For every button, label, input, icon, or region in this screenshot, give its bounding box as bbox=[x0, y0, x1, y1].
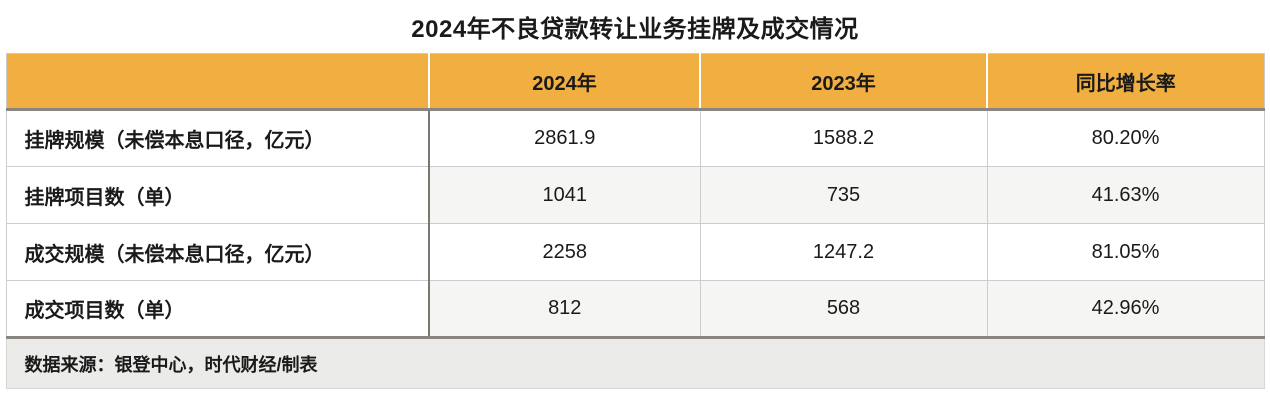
table-row: 挂牌规模（未偿本息口径，亿元） 2861.9 1588.2 80.20% bbox=[5, 109, 1265, 167]
page-title: 2024年不良贷款转让业务挂牌及成交情况 bbox=[411, 16, 859, 43]
cell-2024: 812 bbox=[428, 280, 700, 338]
table-row: 成交规模（未偿本息口径，亿元） 2258 1247.2 81.05% bbox=[5, 223, 1265, 281]
cell-2024: 1041 bbox=[428, 166, 700, 224]
source-row: 数据来源：银登中心，时代财经/制表 bbox=[5, 336, 1265, 389]
column-header-blank bbox=[5, 53, 429, 111]
cell-2023: 735 bbox=[699, 166, 987, 224]
data-table: 2024年 2023年 同比增长率 挂牌规模（未偿本息口径，亿元） 2861.9… bbox=[5, 53, 1265, 389]
column-header-2023: 2023年 bbox=[699, 53, 987, 111]
cell-growth: 80.20% bbox=[986, 109, 1265, 167]
cell-growth: 81.05% bbox=[986, 223, 1265, 281]
row-label: 挂牌项目数（单） bbox=[5, 166, 430, 224]
header-row: 2024年 2023年 同比增长率 bbox=[5, 53, 1265, 111]
table-row: 挂牌项目数（单） 1041 735 41.63% bbox=[5, 166, 1265, 224]
cell-2023: 1588.2 bbox=[699, 109, 987, 167]
table-header: 2024年 2023年 同比增长率 bbox=[5, 53, 1265, 111]
cell-growth: 41.63% bbox=[986, 166, 1265, 224]
cell-2023: 568 bbox=[699, 280, 987, 338]
cell-growth: 42.96% bbox=[986, 280, 1265, 338]
column-header-growth: 同比增长率 bbox=[986, 53, 1265, 111]
source-note: 数据来源：银登中心，时代财经/制表 bbox=[5, 336, 1265, 389]
row-label: 挂牌规模（未偿本息口径，亿元） bbox=[5, 109, 430, 167]
row-label: 成交项目数（单） bbox=[5, 280, 430, 338]
cell-2024: 2861.9 bbox=[428, 109, 700, 167]
row-label: 成交规模（未偿本息口径，亿元） bbox=[5, 223, 430, 281]
cell-2024: 2258 bbox=[428, 223, 700, 281]
column-header-2024: 2024年 bbox=[428, 53, 700, 111]
table-row: 成交项目数（单） 812 568 42.96% bbox=[5, 280, 1265, 338]
cell-2023: 1247.2 bbox=[699, 223, 987, 281]
